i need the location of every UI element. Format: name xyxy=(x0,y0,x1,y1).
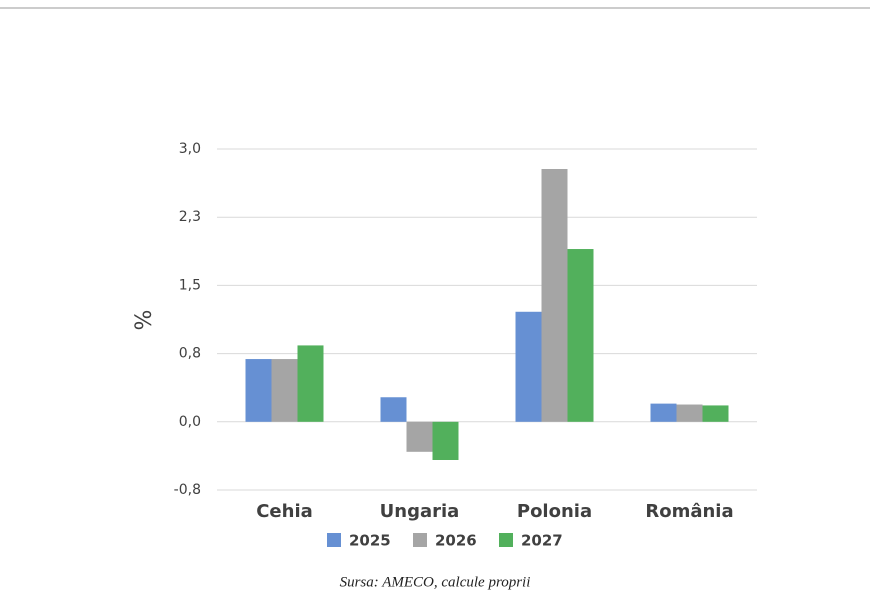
y-tick-label: -0,8 xyxy=(174,482,201,498)
x-tick-label: Polonia xyxy=(517,501,592,522)
legend-swatch xyxy=(327,533,341,547)
legend-swatch xyxy=(413,533,427,547)
x-tick-label: România xyxy=(645,501,733,522)
source: Sursa: AMECO, calcule proprii xyxy=(340,574,531,590)
y-tick-label: 3,0 xyxy=(179,141,201,157)
legend-label: 2025 xyxy=(349,532,391,550)
bar xyxy=(567,249,594,422)
bar xyxy=(702,405,729,422)
x-tick-label: Cehia xyxy=(256,501,313,522)
bar xyxy=(297,345,324,422)
bar xyxy=(380,397,407,422)
legend-label: 2026 xyxy=(435,532,477,550)
bar xyxy=(541,169,568,422)
bar xyxy=(245,359,272,422)
y-tick-label: 0,0 xyxy=(179,414,201,430)
y-tick-label: 0,8 xyxy=(179,346,201,362)
bar xyxy=(432,421,459,460)
bar xyxy=(650,403,677,422)
bar xyxy=(271,359,298,422)
x-tick-label: Ungaria xyxy=(380,501,460,522)
y-axis-label: % xyxy=(132,310,157,331)
legend-label: 2027 xyxy=(521,532,563,550)
bar xyxy=(676,404,703,422)
legend-swatch xyxy=(499,533,513,547)
bar xyxy=(515,311,542,422)
y-tick-label: 2,3 xyxy=(179,209,201,225)
bar xyxy=(406,421,433,452)
y-tick-label: 1,5 xyxy=(179,277,201,293)
